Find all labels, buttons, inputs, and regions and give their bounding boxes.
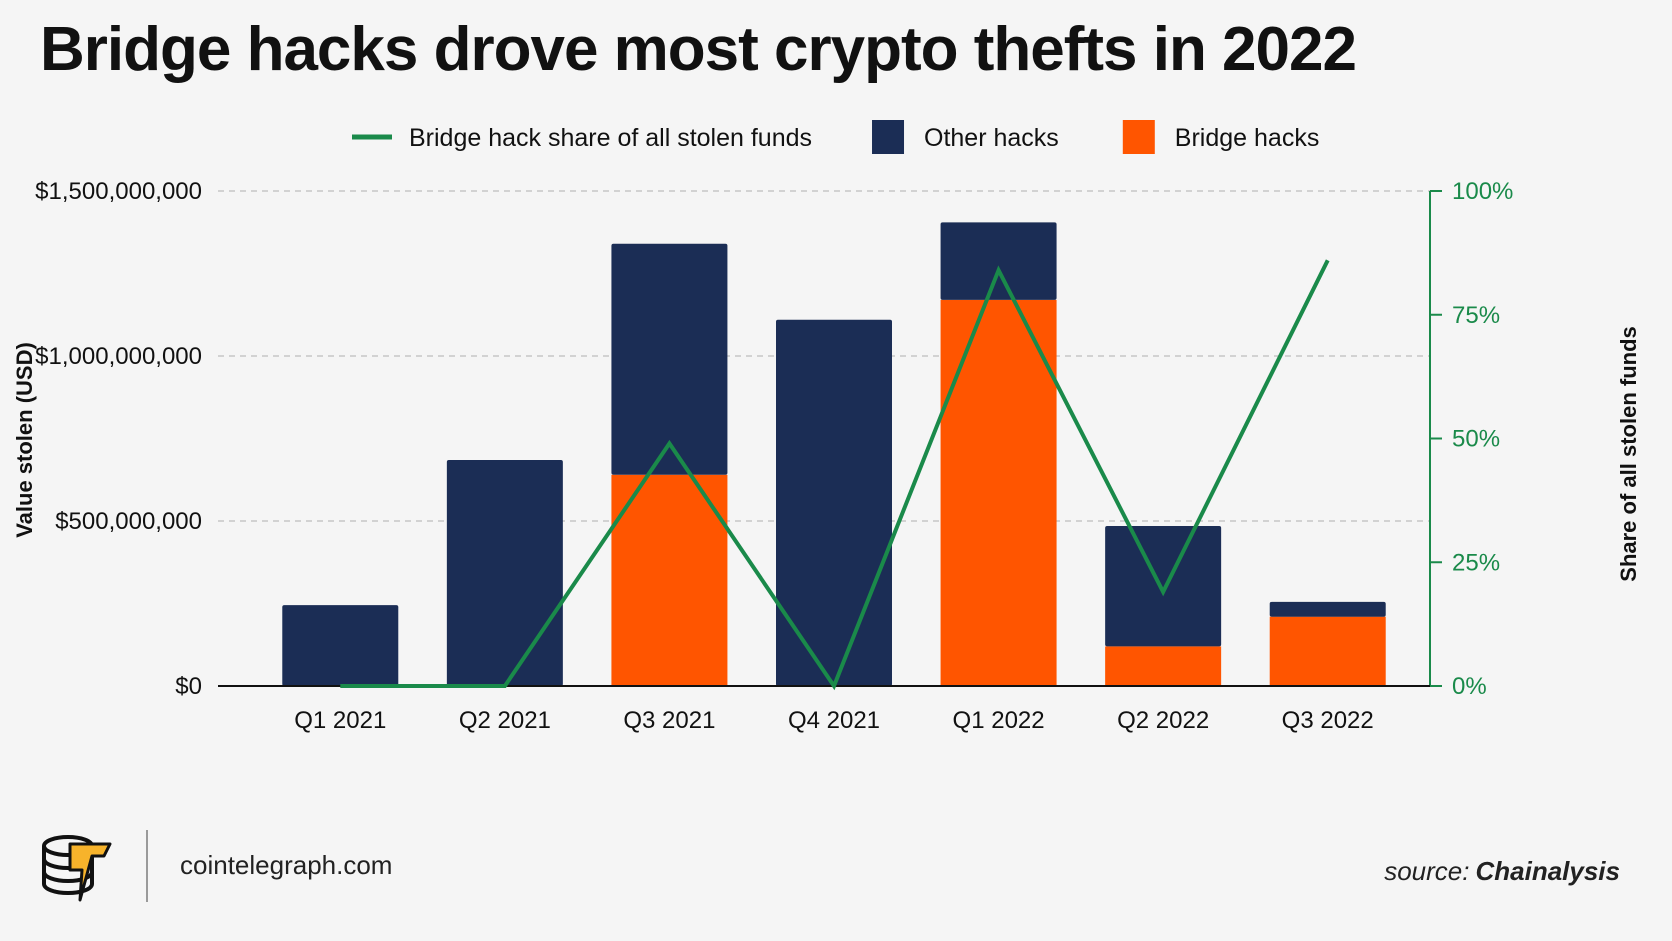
legend-swatch: [872, 120, 905, 154]
source-name: Chainalysis: [1475, 856, 1620, 886]
bar-other-hacks: [282, 605, 399, 686]
y-right-tick-label: 25%: [1452, 549, 1500, 576]
y-left-axis-title: Value stolen (USD): [12, 342, 37, 538]
bar-bridge-hacks: [611, 474, 728, 686]
tick-labels: $0 $500,000,000 $1,000,000,000 $1,500,000,0…: [12, 178, 1641, 734]
x-tick-label: Q1 2021: [294, 707, 386, 734]
x-tick-label: Q1 2022: [953, 707, 1045, 734]
bars-group: [282, 222, 1386, 686]
footer-source: source: Chainalysis: [1384, 856, 1620, 887]
source-label: source:: [1384, 856, 1470, 886]
y-left-tick-label: $0: [175, 673, 202, 700]
bar-other-hacks: [611, 243, 728, 475]
bar-other-hacks: [446, 459, 563, 686]
y-right-axis-title: Share of all stolen funds: [1616, 326, 1641, 581]
legend-label: Bridge hacks: [1175, 124, 1320, 152]
footer-site-name: cointelegraph.com: [180, 850, 393, 880]
share-line-group: [340, 259, 1330, 691]
x-tick-label: Q3 2021: [623, 707, 715, 734]
legend-label: Bridge hack share of all stolen funds: [409, 124, 812, 152]
share-line: [340, 259, 1330, 691]
legend-swatch: [1122, 120, 1155, 154]
y-left-tick-label: $1,000,000,000: [35, 343, 202, 370]
cointelegraph-logo-icon: [40, 830, 120, 911]
chart-title: Bridge hacks drove most crypto thefts in…: [40, 15, 1357, 84]
y-right-tick-label: 50%: [1452, 426, 1500, 453]
y-right-tick-label: 100%: [1452, 178, 1513, 205]
bar-bridge-hacks: [1269, 616, 1386, 686]
legend-label: Other hacks: [924, 124, 1059, 152]
x-tick-label: Q2 2022: [1117, 707, 1209, 734]
x-tick-label: Q2 2021: [459, 707, 551, 734]
bar-other-hacks: [940, 222, 1057, 300]
bar-other-hacks: [1105, 525, 1222, 647]
footer-divider: [146, 830, 148, 902]
bar-other-hacks: [776, 319, 892, 686]
y-right-tick-label: 75%: [1452, 302, 1500, 329]
y-right-tick-label: 0%: [1452, 673, 1487, 700]
legend: Bridge hack share of all stolen funds Oth…: [352, 120, 1319, 154]
bar-bridge-hacks: [940, 299, 1057, 686]
x-tick-label: Q4 2021: [788, 707, 880, 734]
y-left-tick-label: $1,500,000,000: [35, 178, 202, 205]
y-left-tick-label: $500,000,000: [55, 508, 202, 535]
bar-bridge-hacks: [1105, 646, 1222, 686]
bar-other-hacks: [1269, 601, 1386, 617]
x-tick-label: Q3 2022: [1282, 707, 1374, 734]
